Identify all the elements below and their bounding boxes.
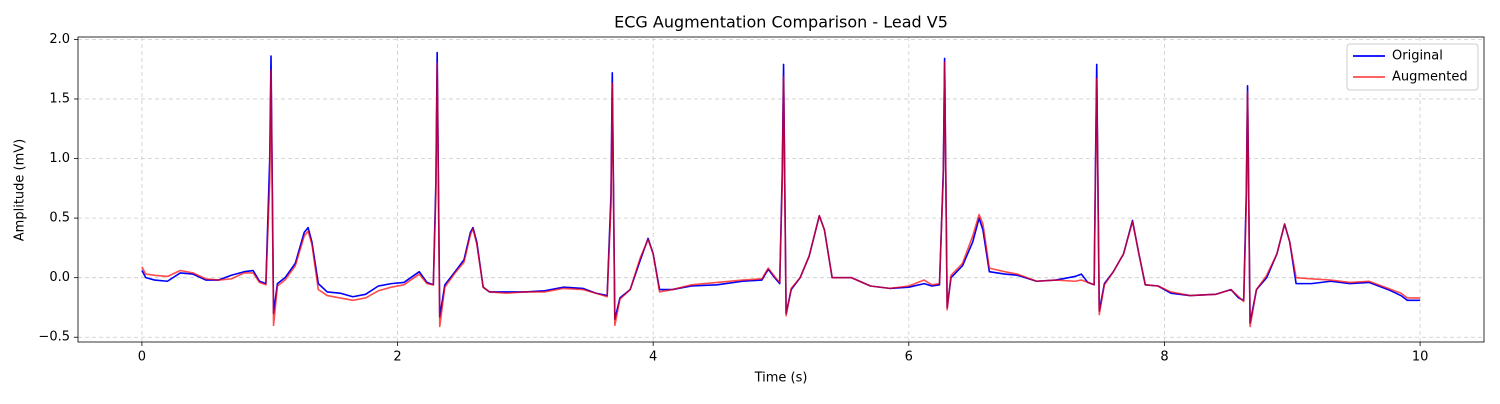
x-tick-label: 4 xyxy=(649,350,657,365)
x-tick-label: 0 xyxy=(138,350,146,365)
y-tick-label: 1.0 xyxy=(49,151,70,166)
y-axis-label: Amplitude (mV) xyxy=(13,139,28,241)
x-tick-label: 6 xyxy=(905,350,913,365)
series-line xyxy=(141,51,1421,324)
y-tick-label: −0.5 xyxy=(38,330,70,345)
legend-label: Augmented xyxy=(1392,70,1468,85)
plot-frame xyxy=(77,36,1485,343)
y-tick-label: 0.5 xyxy=(49,211,70,226)
x-tick-label: 8 xyxy=(1160,350,1168,365)
y-tick-label: 1.5 xyxy=(49,91,70,106)
x-axis-label: Time (s) xyxy=(754,371,808,386)
y-tick-label: 0.0 xyxy=(49,270,70,285)
series-line xyxy=(141,61,1421,328)
y-tick-label: 2.0 xyxy=(49,32,70,47)
x-tick-label: 10 xyxy=(1412,350,1429,365)
legend-label: Original xyxy=(1392,49,1443,64)
chart-title: ECG Augmentation Comparison - Lead V5 xyxy=(614,13,948,32)
x-tick-label: 2 xyxy=(393,350,401,365)
